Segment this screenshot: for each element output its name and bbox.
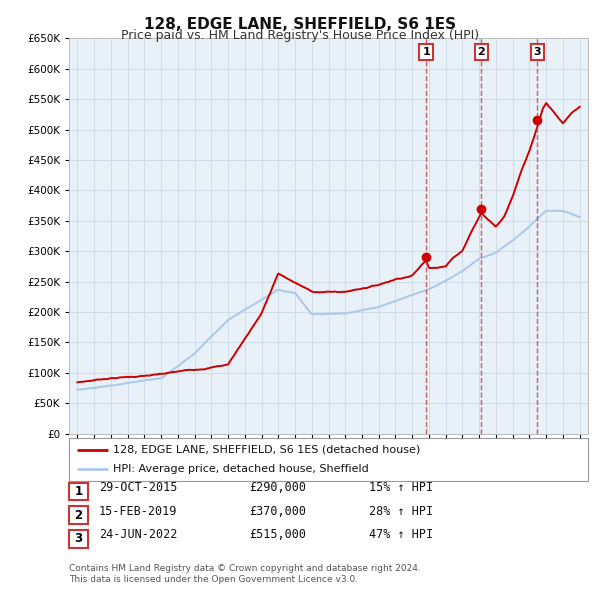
Text: HPI: Average price, detached house, Sheffield: HPI: Average price, detached house, Shef…: [113, 464, 369, 474]
Text: 128, EDGE LANE, SHEFFIELD, S6 1ES (detached house): 128, EDGE LANE, SHEFFIELD, S6 1ES (detac…: [113, 445, 421, 455]
Text: 128, EDGE LANE, SHEFFIELD, S6 1ES: 128, EDGE LANE, SHEFFIELD, S6 1ES: [144, 17, 456, 32]
Text: 2: 2: [478, 47, 485, 57]
Text: Contains HM Land Registry data © Crown copyright and database right 2024.: Contains HM Land Registry data © Crown c…: [69, 565, 421, 573]
Text: 15-FEB-2019: 15-FEB-2019: [99, 504, 178, 517]
Text: £370,000: £370,000: [249, 504, 306, 517]
Text: 47% ↑ HPI: 47% ↑ HPI: [369, 528, 433, 541]
Text: 15% ↑ HPI: 15% ↑ HPI: [369, 481, 433, 494]
Text: 2: 2: [74, 509, 83, 522]
Text: Price paid vs. HM Land Registry's House Price Index (HPI): Price paid vs. HM Land Registry's House …: [121, 30, 479, 42]
Text: £290,000: £290,000: [249, 481, 306, 494]
Text: 24-JUN-2022: 24-JUN-2022: [99, 528, 178, 541]
Text: 3: 3: [74, 532, 83, 545]
Text: 29-OCT-2015: 29-OCT-2015: [99, 481, 178, 494]
Text: 1: 1: [74, 485, 83, 498]
Text: This data is licensed under the Open Government Licence v3.0.: This data is licensed under the Open Gov…: [69, 575, 358, 584]
Text: 3: 3: [533, 47, 541, 57]
Text: 1: 1: [422, 47, 430, 57]
Text: £515,000: £515,000: [249, 528, 306, 541]
Text: 28% ↑ HPI: 28% ↑ HPI: [369, 504, 433, 517]
